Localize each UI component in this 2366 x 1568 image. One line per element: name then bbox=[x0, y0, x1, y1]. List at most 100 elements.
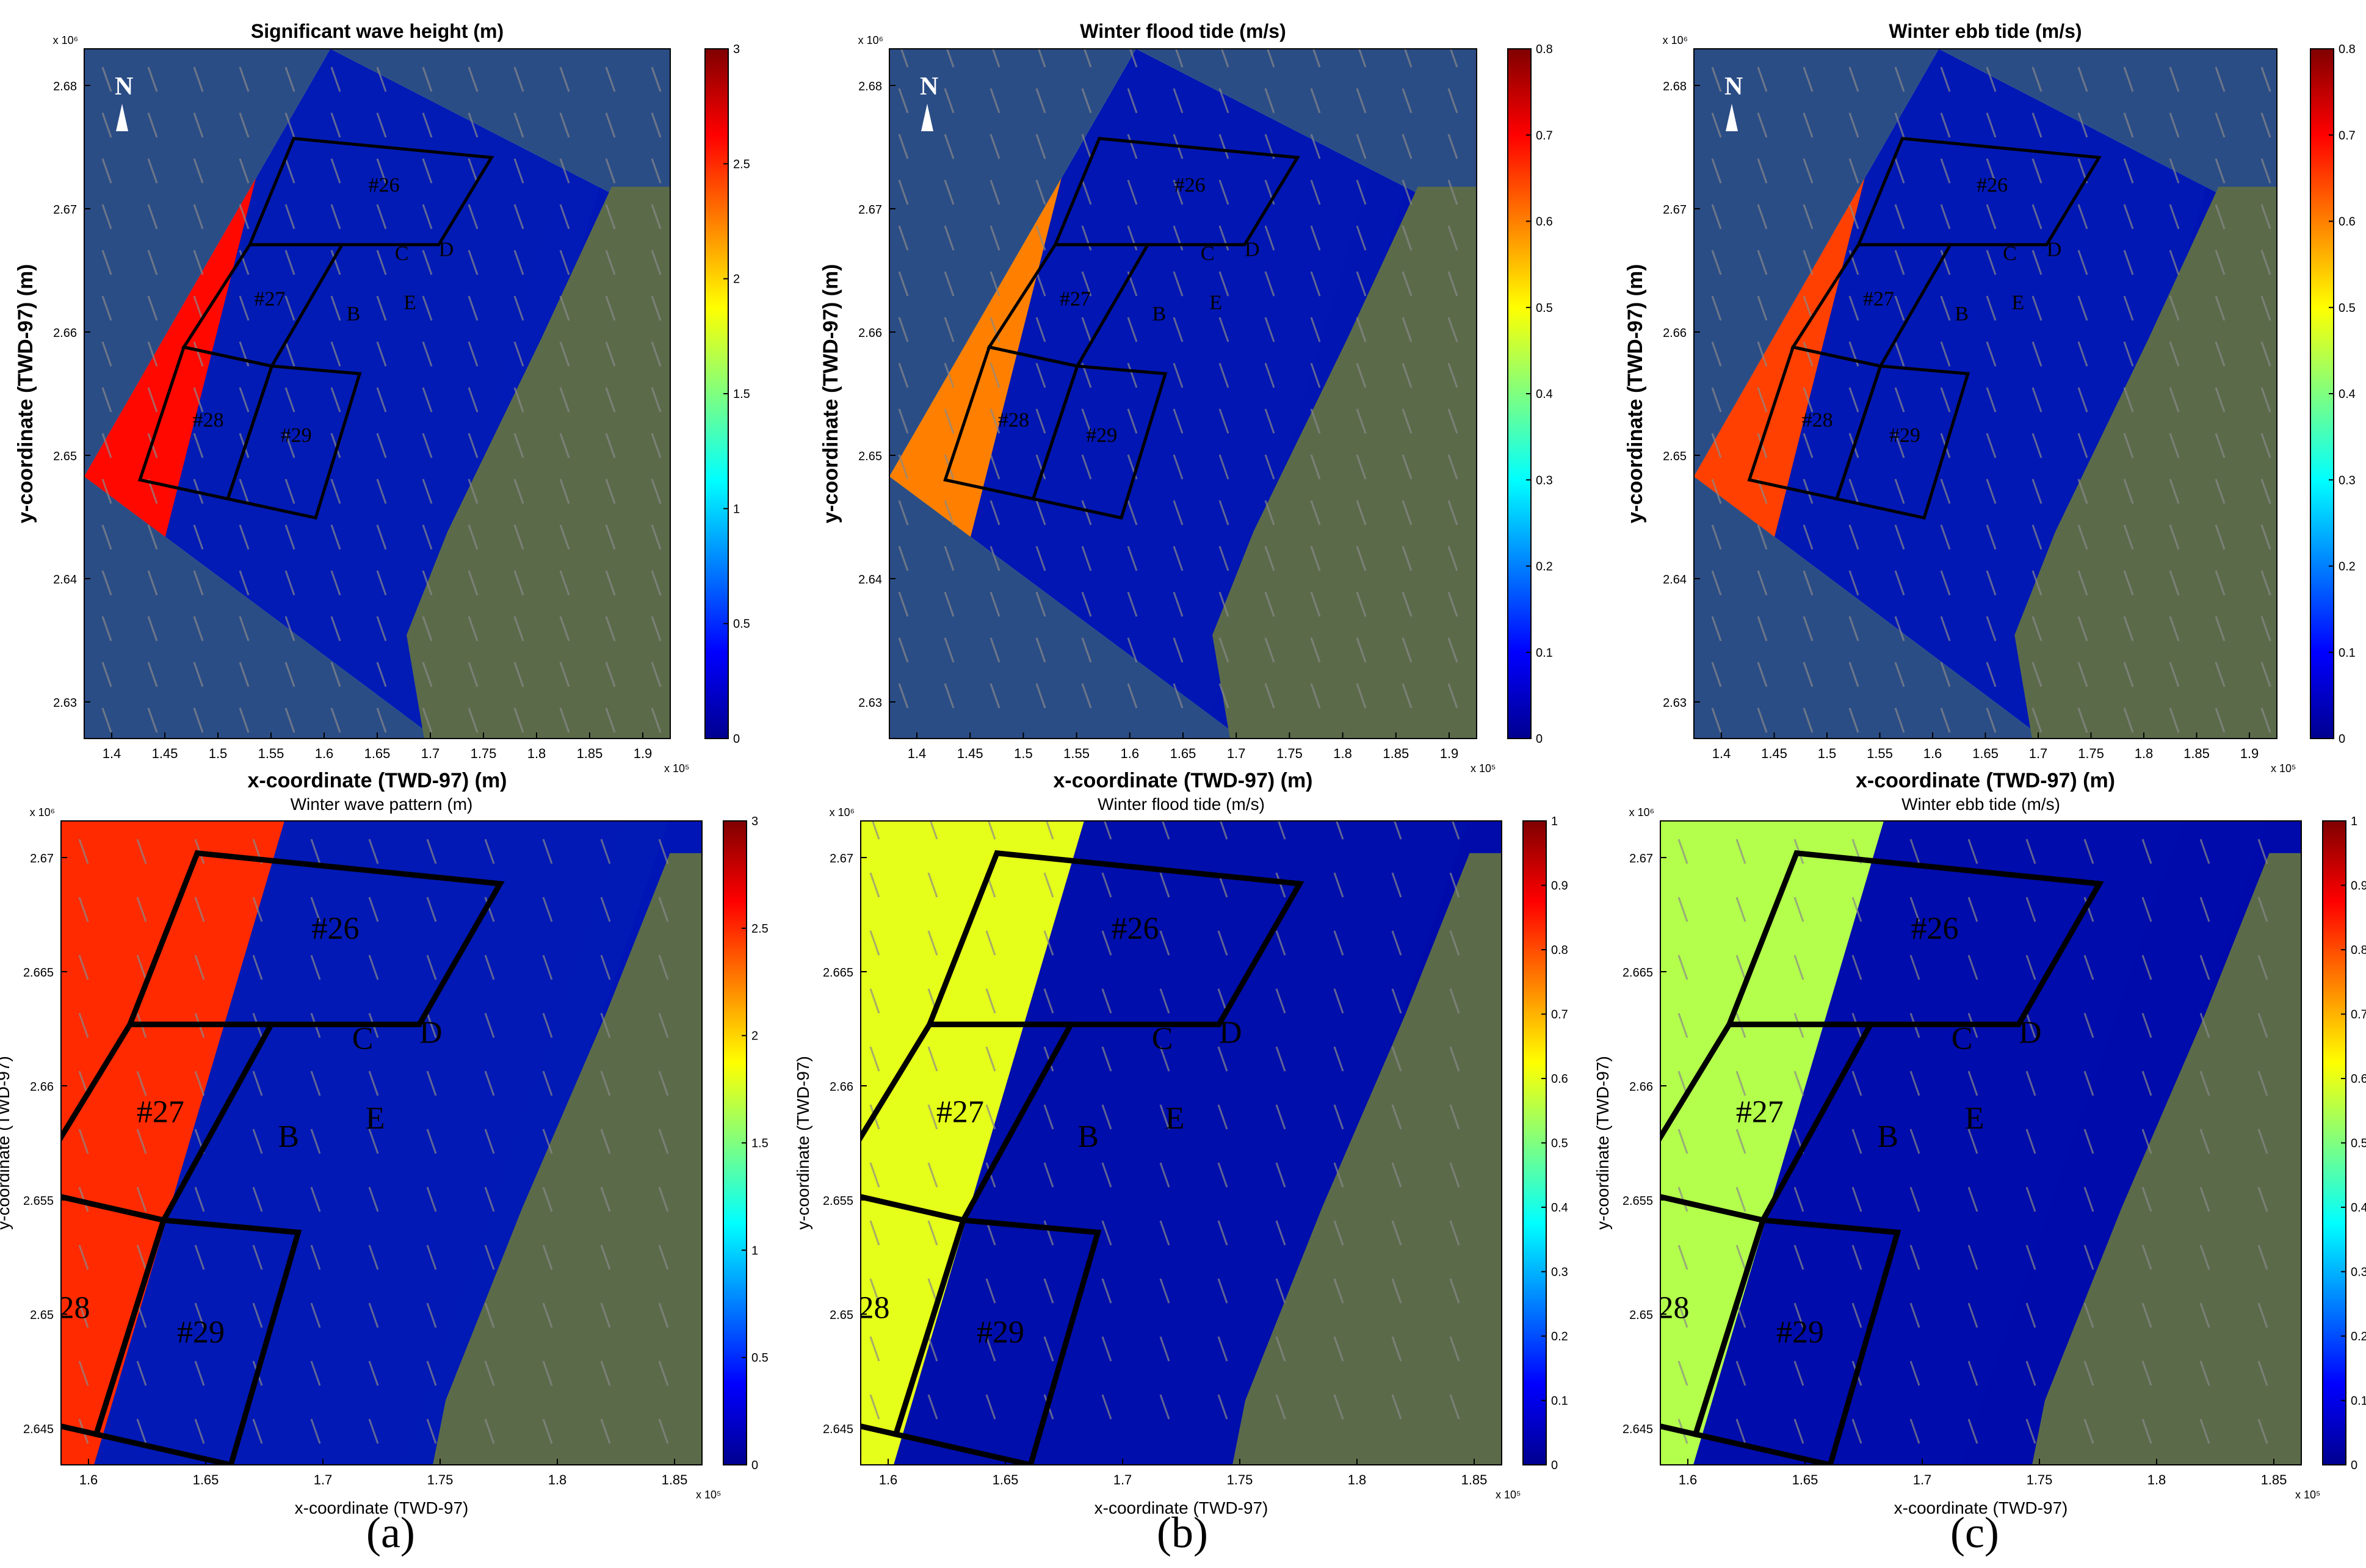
zone-label: #29 bbox=[281, 424, 312, 447]
zone-boundary bbox=[1053, 137, 1300, 247]
x-axis-label: x-coordinate (TWD-97) (m) bbox=[1856, 769, 2115, 792]
y-tick-label: 2.66 bbox=[30, 1080, 54, 1094]
colorbar-tick-label: 1 bbox=[2351, 815, 2357, 828]
y-exponent: x 10⁶ bbox=[1629, 806, 1654, 818]
y-tick-label: 2.67 bbox=[1629, 852, 1653, 865]
offshore-field bbox=[861, 821, 1085, 1465]
y-axis-label: y-coordinate (TWD-97) bbox=[0, 1056, 13, 1230]
x-tick-label: 1.9 bbox=[1440, 746, 1459, 761]
colorbar-tick-label: 0.4 bbox=[1536, 388, 1553, 401]
zone-label: #29 bbox=[177, 1315, 225, 1350]
north-arrow-icon bbox=[116, 104, 128, 131]
y-axis-label: y-coordinate (TWD-97) bbox=[1593, 1056, 1612, 1230]
y-axis-label: y-coordinate (TWD-97) (m) bbox=[819, 264, 842, 524]
y-axis-label: y-coordinate (TWD-97) (m) bbox=[14, 264, 37, 524]
zone-label: E bbox=[1965, 1101, 1984, 1136]
x-tick-label: 1.85 bbox=[577, 746, 603, 761]
x-axis-label: x-coordinate (TWD-97) (m) bbox=[1054, 769, 1313, 792]
zone-boundary bbox=[92, 1217, 302, 1465]
x-tick-label: 1.65 bbox=[1170, 746, 1196, 761]
colorbar-tick-label: 1 bbox=[751, 1244, 758, 1257]
colorbar-tick-label: 1 bbox=[1551, 815, 1558, 828]
y-tick-label: 2.66 bbox=[53, 327, 77, 340]
y-tick-label: 2.65 bbox=[30, 1309, 54, 1322]
zone-boundary bbox=[925, 850, 1304, 1027]
y-tick-label: 2.67 bbox=[830, 852, 853, 865]
colorbar-tick-label: 0.9 bbox=[2351, 880, 2366, 893]
y-tick-label: 2.67 bbox=[53, 203, 77, 217]
colorbar-tick-label: 0 bbox=[1551, 1459, 1558, 1472]
colorbar-tick-label: 0.5 bbox=[2339, 302, 2356, 315]
y-axis-label: y-coordinate (TWD-97) (m) bbox=[1624, 264, 1647, 524]
x-tick-label: 1.55 bbox=[1867, 746, 1893, 761]
y-exponent: x 10⁶ bbox=[858, 34, 883, 46]
zone-label: D bbox=[419, 1015, 443, 1050]
y-tick-label: 2.64 bbox=[53, 573, 77, 587]
colorbar-tick-label: 1.5 bbox=[733, 388, 750, 401]
colorbar-tick-label: 0.2 bbox=[1536, 560, 1553, 574]
zone-label: #26 bbox=[1977, 174, 2008, 197]
colorbar-tick-label: 0.6 bbox=[1536, 215, 1553, 229]
y-tick-label: 2.65 bbox=[1663, 450, 1687, 463]
colorbar-tick-label: 0.4 bbox=[1551, 1201, 1568, 1215]
colorbar-tick-label: 3 bbox=[733, 43, 740, 56]
zone-label: E bbox=[1165, 1101, 1185, 1136]
y-tick-label: 2.65 bbox=[858, 450, 882, 463]
x-tick-label: 1.7 bbox=[1227, 746, 1246, 761]
x-tick-label: 1.85 bbox=[662, 1472, 688, 1487]
chart-panel-4: #26 #27 #28 #29 B C D E Winter wave pattern (m) 1… bbox=[0, 795, 769, 1517]
x-tick-label: 1.8 bbox=[2135, 746, 2154, 761]
x-tick-label: 1.65 bbox=[364, 746, 391, 761]
north-arrow-icon bbox=[1726, 104, 1738, 131]
chart-title: Winter ebb tide (m/s) bbox=[1901, 795, 2060, 814]
zone-label: #26 bbox=[1174, 174, 1206, 197]
x-tick-label: 1.75 bbox=[2027, 1472, 2053, 1487]
colorbar-tick-label: 0.3 bbox=[2351, 1266, 2366, 1279]
x-tick-label: 1.75 bbox=[427, 1472, 454, 1487]
x-tick-label: 1.85 bbox=[2261, 1472, 2287, 1487]
x-axis-label: x-coordinate (TWD-97) bbox=[1094, 1498, 1268, 1517]
wind-farm-zones bbox=[861, 850, 1304, 1465]
colorbar-tick-label: 2 bbox=[733, 273, 740, 286]
zone-label: C bbox=[352, 1021, 374, 1056]
colorbar-tick-label: 0.6 bbox=[2339, 215, 2356, 229]
offshore-field bbox=[1660, 821, 1885, 1465]
colorbar-tick-label: 0.8 bbox=[1551, 944, 1568, 957]
zone-label: #26 bbox=[369, 174, 400, 197]
x-tick-label: 1.6 bbox=[1923, 746, 1942, 761]
colorbar-tick-label: 0.1 bbox=[1551, 1395, 1568, 1408]
land-area bbox=[407, 187, 670, 739]
colorbar-tick-label: 0.6 bbox=[2351, 1072, 2366, 1086]
x-tick-label: 1.55 bbox=[1063, 746, 1090, 761]
zone-boundary bbox=[247, 137, 494, 247]
north-arrow-icon bbox=[921, 104, 933, 131]
current-vectors bbox=[898, 49, 1458, 709]
colorbar-tick-label: 0.4 bbox=[2351, 1201, 2366, 1215]
zone-label: #27 bbox=[137, 1095, 184, 1130]
x-tick-label: 1.85 bbox=[1383, 746, 1409, 761]
zone-label: C bbox=[1201, 242, 1215, 265]
y-exponent: x 10⁶ bbox=[30, 806, 55, 818]
colorbar-tick-label: 0.2 bbox=[1551, 1330, 1568, 1343]
x-tick-label: 1.6 bbox=[315, 746, 334, 761]
colorbar-tick-label: 0.9 bbox=[1551, 880, 1568, 893]
zone-label: #26 bbox=[312, 911, 360, 946]
zone-label: D bbox=[1245, 239, 1260, 261]
x-tick-label: 1.75 bbox=[1227, 1472, 1253, 1487]
zone-boundary bbox=[1856, 137, 2102, 247]
colorbar-tick-label: 0.3 bbox=[1551, 1266, 1568, 1279]
x-tick-label: 1.6 bbox=[1679, 1472, 1698, 1487]
x-tick-label: 1.65 bbox=[993, 1472, 1019, 1487]
x-exponent: x 10⁵ bbox=[1471, 762, 1496, 775]
x-tick-label: 1.5 bbox=[209, 746, 228, 761]
y-tick-label: 2.655 bbox=[823, 1194, 853, 1208]
y-tick-label: 2.63 bbox=[1663, 696, 1687, 710]
zone-label: E bbox=[403, 292, 416, 314]
zone-label: B bbox=[1877, 1119, 1898, 1154]
colorbar-tick-label: 0.1 bbox=[2339, 646, 2356, 660]
colorbar-tick-label: 0.3 bbox=[2339, 474, 2356, 487]
colorbar-tick-label: 2.5 bbox=[751, 922, 769, 936]
zone-label: #27 bbox=[254, 287, 285, 310]
x-exponent: x 10⁵ bbox=[664, 762, 689, 775]
